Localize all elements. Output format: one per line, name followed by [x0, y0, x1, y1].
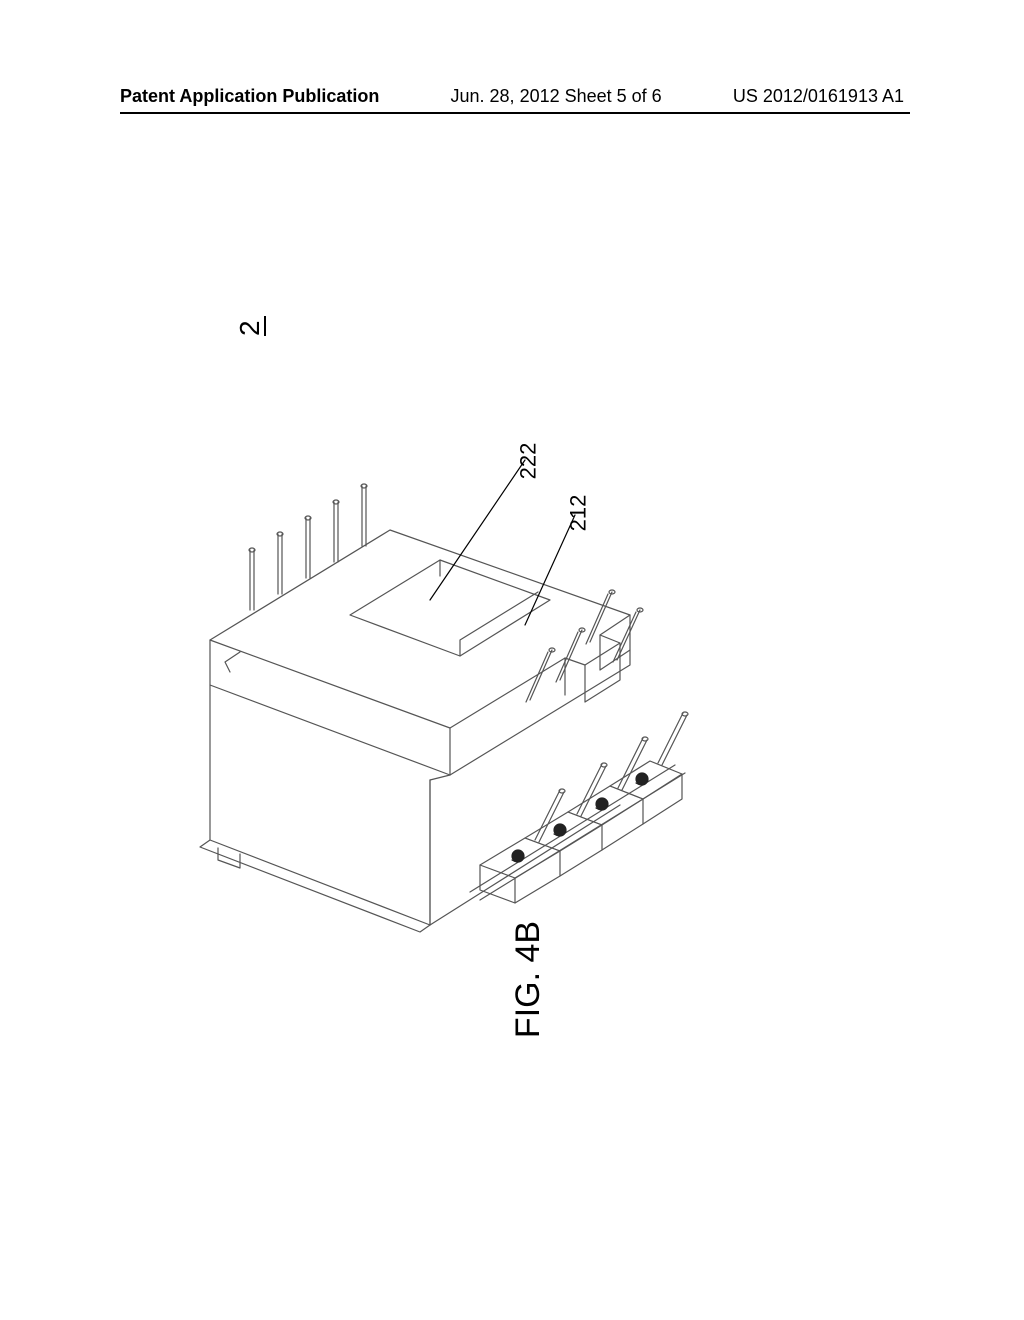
reference-222: 222 — [515, 443, 541, 480]
header-publication: Patent Application Publication — [120, 86, 379, 107]
figure-caption: FIG. 4B — [509, 921, 548, 1038]
reference-main-text: 2 — [234, 320, 265, 336]
header-patent-number: US 2012/0161913 A1 — [733, 86, 904, 107]
reference-212: 212 — [565, 495, 591, 532]
figure-svg — [130, 280, 750, 980]
reference-212-text: 212 — [565, 495, 590, 532]
reference-222-text: 222 — [515, 443, 540, 480]
page-header: Patent Application Publication Jun. 28, … — [0, 86, 1024, 107]
figure-caption-text: FIG. 4B — [509, 921, 547, 1038]
header-date-sheet: Jun. 28, 2012 Sheet 5 of 6 — [451, 86, 662, 107]
reference-main: 2 — [234, 316, 266, 336]
header-rule — [120, 112, 910, 114]
patent-figure: 2 222 212 FIG. 4B — [130, 280, 750, 980]
